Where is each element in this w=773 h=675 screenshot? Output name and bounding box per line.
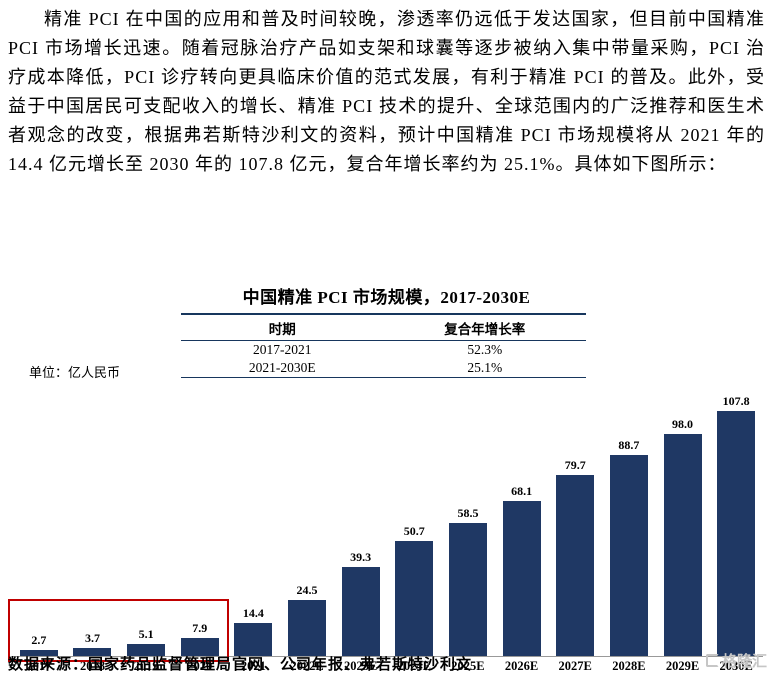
bar-category-label: 2023E [343,659,378,673]
bar [288,600,327,656]
chart-title: 中国精准 PCI 市场规模，2017-2030E [242,288,531,307]
bar-category-label: 2020 [187,659,213,673]
bar-column-2020: 7.9 2020 [173,621,227,673]
bar-value-label: 5.1 [138,627,154,641]
bar-column-2024E: 50.7 2024E [387,524,441,673]
gelonghui-logo-icon [705,654,719,667]
bar-chart: 2.7 2017 3.7 2018 5.1 2019 7.9 2020 14.4 2021 24.5… [12,394,763,673]
cagr-table-header-period: 时期 [181,314,384,341]
cagr-table-header-row: 时期 复合年增长率 [181,314,586,341]
bar-value-label: 58.5 [457,506,479,520]
bar [73,648,112,656]
bar-value-label: 3.7 [84,631,100,645]
bar-column-2017: 2.7 2017 [12,633,66,673]
bar [127,644,166,656]
bar-category-label: 2030E [719,659,753,673]
bar-column-2026E: 68.1 2026E [495,484,549,673]
bar-category-label: 2017 [26,659,52,673]
cagr-period-cell: 2021-2030E [248,360,316,375]
bar-column-2027E: 79.7 2027E [548,458,602,673]
cagr-table: 时期 复合年增长率 2017-2021 52.3% 2021-2030E 25.… [181,313,586,378]
bar-column-2018: 3.7 2018 [66,631,120,673]
bar-category-label: 2024E [397,659,431,673]
bar [609,455,648,656]
bar-value-label: 98.0 [672,417,693,431]
bar-column-2029E: 98.0 2029E [656,417,710,673]
bar-value-label: 24.5 [296,583,318,597]
bar [180,638,219,656]
cagr-value-cell: 25.1% [467,360,503,375]
bar-category-label: 2019 [133,659,159,673]
bar [234,623,273,656]
bar-value-label: 14.4 [242,606,264,620]
cagr-table-header-cagr: 复合年增长率 [383,314,586,341]
table-row: 2021-2030E 25.1% [181,359,586,378]
bar [502,501,541,656]
bar [663,434,702,656]
bar-category-label: 2025E [451,659,485,673]
bar [556,475,595,656]
bar [19,650,58,656]
bar-category-label: 2029E [665,659,700,673]
watermark: 格隆汇 [705,650,767,671]
bar-category-label: 2021 [240,659,266,673]
bar-value-label: 7.9 [192,621,208,635]
bar-category-label: 2022E [290,659,324,673]
bar-category-label: 2018 [79,659,105,673]
bar-column-2025E: 58.5 2025E [441,506,495,673]
unit-label: 单位：亿人民币 [29,365,121,380]
table-row: 2017-2021 52.3% [181,341,586,360]
bar-value-label: 79.7 [564,458,586,472]
bar-column-2021: 14.4 2021 [227,606,281,673]
bar [341,567,380,656]
bar-column-2022E: 24.5 2022E [280,583,334,673]
bar-value-label: 107.8 [722,394,750,408]
bar-value-label: 39.3 [350,550,372,564]
bar-column-2028E: 88.7 2028E [602,438,656,673]
bar-category-label: 2026E [504,659,539,673]
body-paragraph: 精准 PCI 在中国的应用和普及时间较晚，渗透率仍远低于发达国家，但目前中国精准… [8,9,765,174]
bar [448,523,487,656]
bar-value-label: 88.7 [618,438,640,452]
bar-column-2023E: 39.3 2023E [334,550,388,673]
bar [717,411,756,656]
bar-column-2030E: 107.8 2030E [709,394,763,673]
cagr-value-cell: 52.3% [467,342,503,357]
bar-value-label: 2.7 [31,633,47,647]
watermark-label: 格隆汇 [721,653,767,670]
bar-category-label: 2027E [558,659,592,673]
bar [395,541,434,656]
bar-column-2019: 5.1 2019 [119,627,173,673]
bar-value-label: 68.1 [511,484,533,498]
bar-value-label: 50.7 [403,524,425,538]
cagr-period-cell: 2017-2021 [253,342,312,357]
bar-category-label: 2028E [612,659,646,673]
data-source: 数据来源：国家药品监督管理局官网、公司年报、弗若斯特沙利文 [8,657,473,673]
